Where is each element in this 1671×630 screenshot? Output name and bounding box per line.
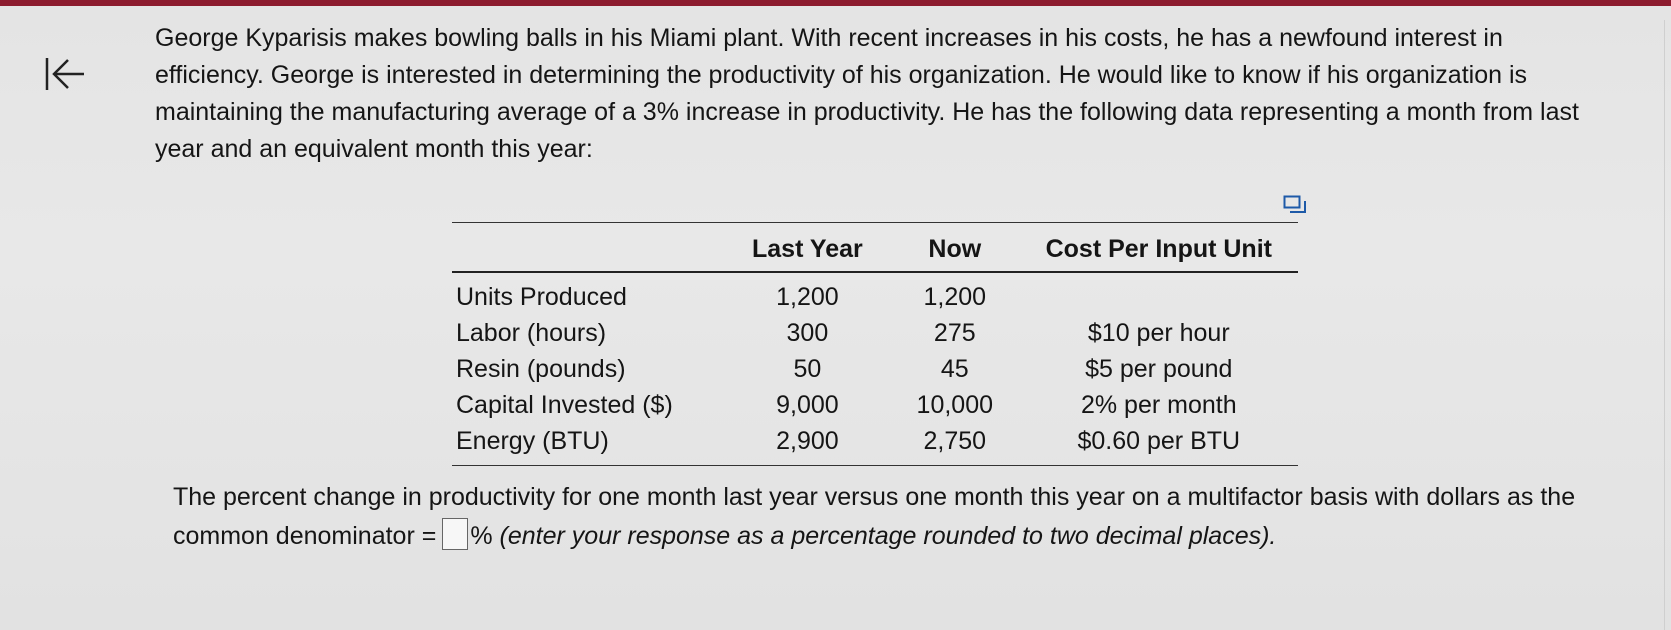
- row-cost: $10 per hour: [1087, 318, 1230, 347]
- row-cost: [1020, 272, 1298, 315]
- row-cost: $0.60 per BTU: [1077, 426, 1241, 455]
- data-table: Last Year Now Cost Per Input Unit Units …: [452, 222, 1298, 466]
- row-last-year: 1,200: [776, 282, 839, 311]
- row-last-year: 9,000: [776, 390, 839, 419]
- row-now: 45: [940, 354, 969, 383]
- row-label: Units Produced: [456, 282, 627, 311]
- header-last-year: Last Year: [752, 234, 863, 263]
- header-cost-per-input-unit: Cost Per Input Unit: [1045, 234, 1272, 263]
- back-to-start-icon[interactable]: [42, 52, 86, 96]
- row-label: Labor (hours): [456, 318, 607, 347]
- header-now: Now: [928, 234, 982, 263]
- table-header-row: Last Year Now Cost Per Input Unit: [452, 222, 1298, 273]
- table-row: Capital Invested ($) 9,000 10,000 2% per…: [452, 387, 1298, 423]
- problem-statement: George Kyparisis makes bowling balls in …: [155, 24, 1579, 163]
- row-now: 1,200: [923, 282, 987, 311]
- top-accent-bar: [0, 0, 1671, 6]
- row-label: Capital Invested ($): [456, 390, 673, 419]
- question-prefix: The percent change in productivity for o…: [173, 483, 1576, 550]
- row-label: Resin (pounds): [456, 354, 626, 383]
- row-now: 2,750: [923, 426, 987, 455]
- row-label: Energy (BTU): [456, 426, 609, 455]
- row-cost: $5 per pound: [1085, 354, 1233, 383]
- question-text: The percent change in productivity for o…: [173, 478, 1633, 556]
- table-row: Units Produced 1,200 1,200: [452, 272, 1298, 315]
- row-now: 10,000: [916, 390, 994, 419]
- answer-instruction: (enter your response as a percentage rou…: [499, 522, 1277, 550]
- row-cost: 2% per month: [1080, 390, 1237, 419]
- row-now: 275: [933, 318, 976, 347]
- table-row: Resin (pounds) 50 45 $5 per pound: [452, 351, 1298, 387]
- header-label: [452, 223, 725, 273]
- table-row: Labor (hours) 300 275 $10 per hour: [452, 315, 1298, 351]
- percent-suffix: %: [470, 522, 493, 550]
- row-last-year: 50: [793, 354, 822, 383]
- table-row: Energy (BTU) 2,900 2,750 $0.60 per BTU: [452, 423, 1298, 466]
- expand-table-icon[interactable]: [1283, 195, 1307, 215]
- panel-divider: [1664, 20, 1665, 630]
- answer-input[interactable]: [442, 518, 469, 550]
- row-last-year: 2,900: [776, 426, 839, 455]
- row-last-year: 300: [786, 318, 829, 347]
